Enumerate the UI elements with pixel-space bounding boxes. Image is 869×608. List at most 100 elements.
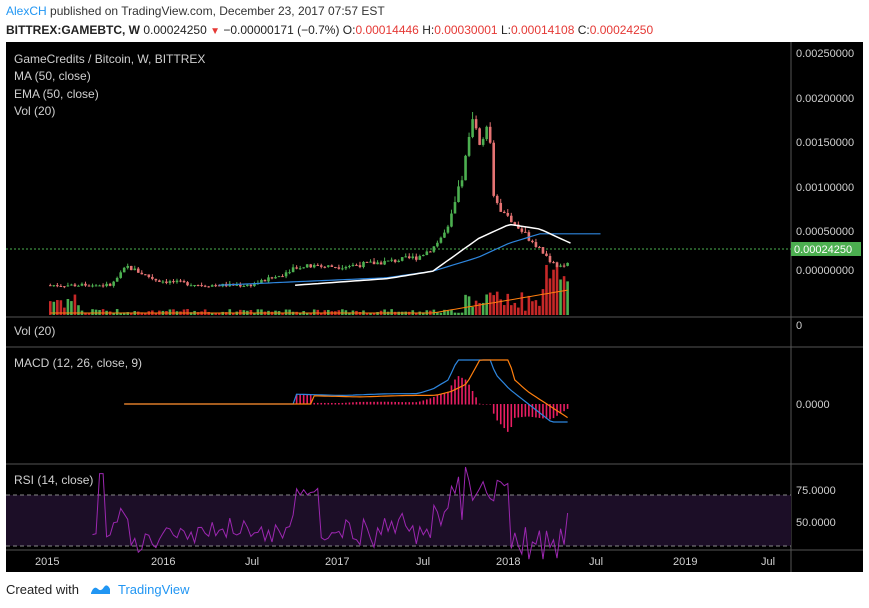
- macd-histogram-bar: [514, 404, 516, 418]
- macd-histogram-bar: [390, 401, 393, 405]
- volume-bar: [446, 310, 450, 315]
- volume-bar: [559, 279, 562, 315]
- volume-bar: [288, 309, 291, 315]
- candle-body: [443, 232, 446, 238]
- volume-bar: [453, 312, 457, 315]
- low-label: L:: [500, 23, 511, 37]
- volume-bar: [316, 309, 320, 315]
- candle-body: [52, 285, 56, 287]
- macd-histogram-bar: [397, 402, 400, 405]
- macd-histogram-bar: [538, 404, 541, 418]
- macd-histogram-bar: [517, 404, 520, 418]
- volume-bar: [312, 309, 316, 315]
- volume-bar: [231, 312, 235, 315]
- vol-pane-legend[interactable]: Vol (20): [14, 324, 56, 338]
- volume-bar: [186, 309, 189, 315]
- macd-histogram-bar: [341, 402, 344, 405]
- macd-histogram-bar: [506, 404, 509, 432]
- candle-body: [520, 228, 524, 232]
- candle-body: [559, 265, 562, 267]
- volume-bar: [260, 309, 263, 315]
- author-link[interactable]: AlexCH: [6, 4, 47, 18]
- candle-body: [94, 285, 98, 287]
- candle-body: [502, 211, 506, 213]
- macd-histogram-bar: [418, 401, 421, 405]
- candle-body: [425, 251, 429, 256]
- macd-histogram-bar: [524, 404, 527, 417]
- volume-bar: [122, 312, 126, 315]
- macd-signal-line: [124, 359, 568, 419]
- candle-body: [165, 281, 168, 283]
- candle-body: [196, 285, 200, 287]
- candle-body: [168, 281, 172, 283]
- macd-histogram-bar: [316, 402, 319, 405]
- volume-bar: [517, 307, 520, 315]
- macd-histogram-bar: [426, 399, 428, 405]
- volume-bar: [144, 312, 147, 315]
- candle-body: [122, 267, 126, 273]
- macd-histogram-bar: [475, 397, 477, 405]
- volume-bar: [91, 309, 94, 315]
- candle-body: [80, 283, 84, 286]
- candle-body: [478, 128, 481, 145]
- volume-bar: [527, 295, 531, 315]
- macd-histogram-bar: [496, 404, 499, 421]
- price-tag: [791, 242, 861, 256]
- candle-body: [362, 261, 365, 268]
- macd-histogram-bar: [461, 377, 463, 405]
- candle-body: [509, 215, 513, 223]
- volume-bar: [369, 312, 372, 315]
- macd-histogram-bar: [338, 403, 340, 405]
- chart-area[interactable]: 0.00250000 0.00200000 0.00150000 0.00100…: [6, 42, 863, 572]
- candle-body: [344, 266, 348, 269]
- macd-histogram-bar: [348, 402, 351, 405]
- ma-legend[interactable]: MA (50, close): [14, 69, 91, 83]
- volume-bar: [422, 312, 425, 315]
- candle-body: [450, 213, 453, 227]
- candle-body: [291, 267, 295, 273]
- candle-body: [436, 242, 439, 247]
- macd-histogram-bar: [499, 404, 502, 425]
- volume-bar: [443, 309, 446, 315]
- volume-bar: [115, 309, 119, 315]
- macd-histogram-bar: [376, 401, 379, 405]
- candle-body: [267, 277, 270, 282]
- volume-bar: [70, 301, 73, 315]
- candle-body: [246, 284, 249, 287]
- volume-bar: [545, 264, 548, 315]
- candle-body: [309, 264, 313, 268]
- tradingview-link[interactable]: TradingView: [118, 582, 190, 597]
- volume-bar: [390, 309, 393, 315]
- volume-bar: [210, 312, 214, 315]
- price-tick: 0.00250000: [796, 48, 854, 60]
- ema-legend[interactable]: EMA (50, close): [14, 87, 99, 101]
- volume-bar: [474, 300, 478, 315]
- candle-body: [453, 202, 457, 214]
- macd-histogram-bar: [380, 401, 382, 405]
- volume-bar: [460, 312, 464, 315]
- volume-bar: [66, 298, 70, 315]
- macd-legend[interactable]: MACD (12, 26, close, 9): [14, 356, 143, 370]
- candle-body: [239, 284, 242, 287]
- macd-histogram-bar: [503, 404, 506, 429]
- macd-histogram-bar: [489, 404, 491, 405]
- candle-body: [133, 268, 137, 271]
- volume-bar: [464, 294, 467, 315]
- rsi-legend[interactable]: RSI (14, close): [14, 473, 94, 487]
- volume-bar: [224, 312, 228, 315]
- volume-bar: [365, 312, 369, 315]
- volume-bar: [112, 312, 115, 315]
- candle-body: [154, 278, 158, 281]
- volume-bar: [562, 276, 566, 315]
- candle-body: [281, 276, 284, 278]
- vol-legend[interactable]: Vol (20): [14, 104, 56, 118]
- candle-body: [330, 265, 334, 267]
- chart-canvas[interactable]: 0.00250000 0.00200000 0.00150000 0.00100…: [6, 42, 863, 572]
- candle-body: [506, 212, 510, 216]
- candle-body: [524, 231, 527, 233]
- volume-bar: [348, 312, 351, 315]
- volume-bar: [101, 309, 105, 315]
- volume-bar: [414, 312, 418, 315]
- candle-body: [186, 282, 189, 286]
- candle-body: [193, 285, 196, 287]
